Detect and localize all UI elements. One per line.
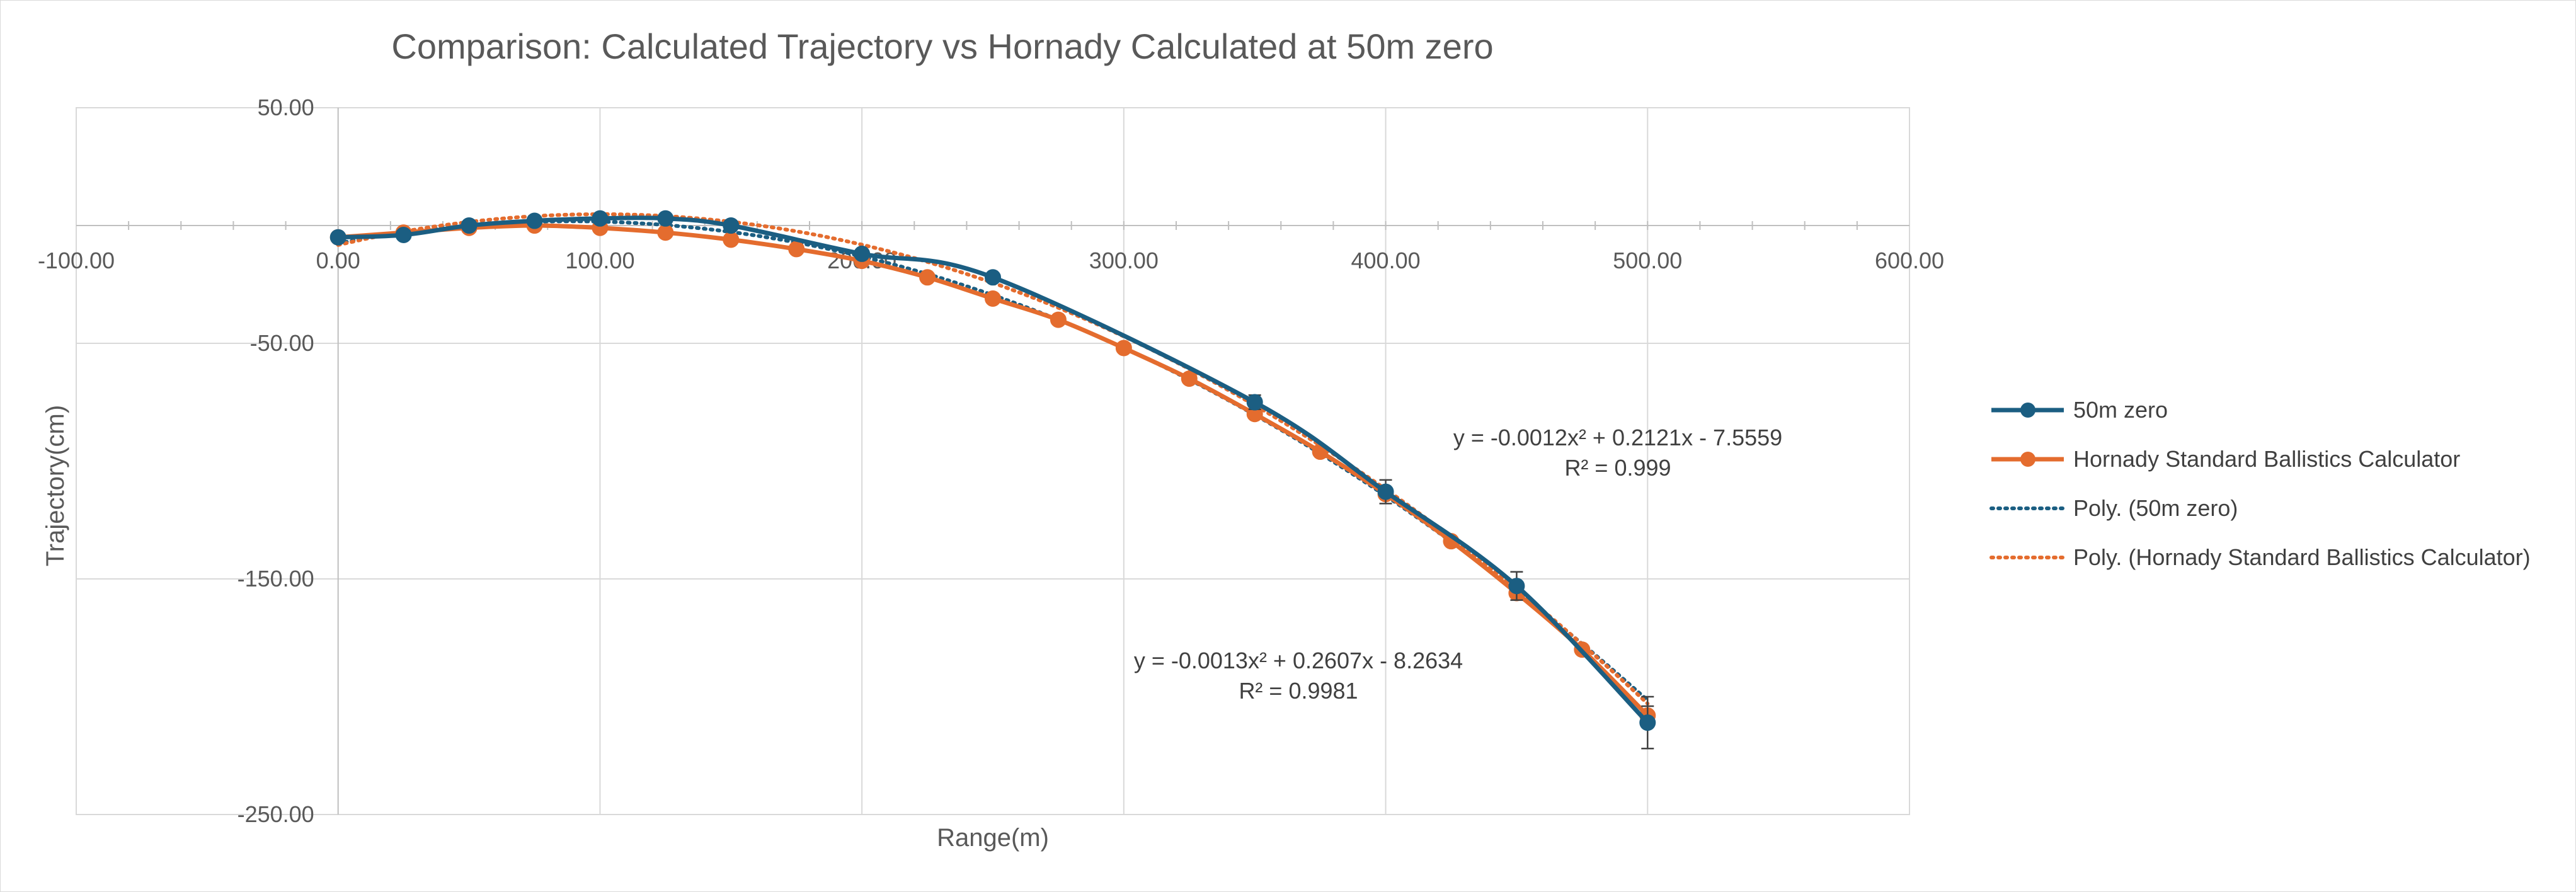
- data-point: [329, 229, 346, 246]
- x-tick-label: 600.00: [1875, 248, 1944, 273]
- trendline-r2-50m: R² = 0.999: [1564, 455, 1671, 481]
- y-axis-title: Trajectory(cm): [42, 405, 69, 566]
- data-point: [461, 217, 478, 234]
- legend-label: Poly. (50m zero): [2073, 495, 2238, 521]
- data-point: [1115, 340, 1132, 357]
- data-point: [985, 290, 1001, 307]
- trendline-equation-hornady: y = -0.0013x² + 0.2607x - 8.2634: [1134, 648, 1463, 673]
- plot-area: -100.000.00100.00200.00300.00400.00500.0…: [38, 94, 1944, 827]
- legend-swatch-marker: [2020, 403, 2035, 418]
- x-tick-label: -100.00: [38, 248, 115, 273]
- x-tick-label: 500.00: [1613, 248, 1682, 273]
- x-tick-label: 0.00: [316, 248, 360, 273]
- data-point: [1377, 483, 1394, 500]
- x-tick-label: 100.00: [565, 248, 634, 273]
- trendline-equations: y = -0.0012x² + 0.2121x - 7.5559 R² = 0.…: [1134, 425, 1782, 704]
- trendline-equation-50m: y = -0.0012x² + 0.2121x - 7.5559: [1453, 425, 1782, 450]
- trendline-1: [336, 212, 1650, 706]
- data-point: [1508, 578, 1525, 595]
- data-point: [395, 226, 412, 243]
- data-point: [1181, 370, 1198, 387]
- data-point: [919, 269, 936, 286]
- data-point: [788, 241, 805, 258]
- data-point: [723, 217, 740, 234]
- trendline-r2-hornady: R² = 0.9981: [1239, 678, 1358, 704]
- legend-label: 50m zero: [2073, 397, 2168, 423]
- x-tick-label: 300.00: [1089, 248, 1159, 273]
- chart-title: Comparison: Calculated Trajectory vs Hor…: [391, 26, 1493, 66]
- data-point: [657, 210, 674, 227]
- plot-area-border: [76, 107, 1910, 815]
- data-point: [657, 224, 674, 241]
- x-tick-label: 400.00: [1351, 248, 1421, 273]
- data-point: [854, 245, 871, 262]
- y-tick-label: -250.00: [238, 801, 314, 827]
- legend-label: Poly. (Hornady Standard Ballistics Calcu…: [2073, 544, 2531, 570]
- data-point: [592, 210, 609, 227]
- legend-swatch-marker: [2020, 452, 2035, 467]
- legend-label: Hornady Standard Ballistics Calculator: [2073, 446, 2460, 472]
- legend: 50m zero Hornady Standard Ballistics Calc…: [1989, 397, 2531, 570]
- data-point: [526, 212, 543, 229]
- x-axis-title: Range(m): [937, 824, 1049, 852]
- data-point: [1050, 311, 1067, 328]
- y-tick-label: -50.00: [250, 330, 314, 356]
- y-tick-label: 50.00: [258, 94, 314, 120]
- data-point: [1639, 714, 1656, 731]
- data-point: [1246, 394, 1263, 411]
- data-point: [723, 231, 740, 248]
- y-tick-label: -150.00: [238, 566, 314, 592]
- data-point: [985, 269, 1001, 286]
